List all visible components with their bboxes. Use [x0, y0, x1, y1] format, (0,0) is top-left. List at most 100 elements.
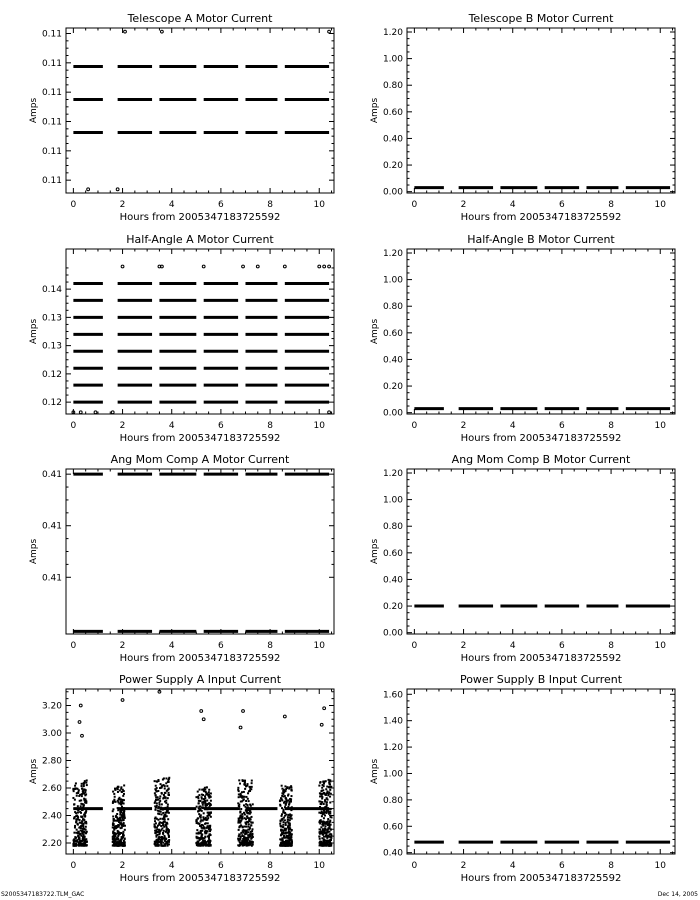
data-point	[200, 829, 203, 832]
data-point	[165, 782, 168, 785]
data-point	[208, 841, 211, 844]
y-tick-label: 1.20	[383, 469, 403, 479]
data-point	[320, 826, 323, 829]
plot-frame	[406, 688, 676, 855]
y-tick-label: 0.41	[42, 573, 62, 583]
data-point	[237, 821, 240, 824]
data-point	[287, 824, 290, 827]
data-point	[118, 802, 121, 805]
data-point	[238, 826, 241, 829]
data-point	[85, 810, 88, 813]
data-point	[324, 793, 327, 796]
data-point	[160, 844, 163, 847]
data-point	[158, 801, 161, 804]
data-point	[324, 828, 327, 831]
data-point	[83, 788, 86, 791]
data-point	[153, 801, 156, 804]
x-tick-label: 6	[559, 200, 565, 210]
data-point	[204, 841, 207, 844]
data-point	[247, 823, 250, 826]
data-point	[197, 807, 200, 810]
data-point	[195, 796, 198, 799]
data-point	[111, 826, 114, 829]
data-point	[85, 793, 88, 796]
data-point	[284, 844, 287, 847]
data-point	[167, 807, 170, 810]
data-point	[161, 838, 164, 841]
data-point	[113, 827, 116, 830]
data-point	[154, 798, 157, 801]
data-point	[237, 838, 240, 841]
data-point	[162, 797, 165, 800]
data-point	[248, 785, 251, 788]
x-axis-label: Hours from 2005347183725592	[120, 433, 281, 444]
data-point	[203, 795, 206, 798]
data-point	[208, 838, 211, 841]
data-point	[250, 821, 253, 824]
data-point	[209, 792, 212, 795]
data-point	[85, 844, 88, 847]
data-point	[83, 839, 86, 842]
data-point	[206, 811, 209, 814]
chart-title: Power Supply B Input Current	[460, 673, 623, 686]
data-point	[325, 832, 328, 835]
data-point	[78, 818, 81, 821]
y-tick-label: 1.40	[383, 717, 403, 727]
data-point	[241, 840, 244, 843]
data-point	[198, 794, 201, 797]
data-point	[248, 789, 251, 792]
data-point	[120, 814, 123, 817]
data-point	[209, 839, 212, 842]
chart-title: Telescope A Motor Current	[127, 12, 274, 25]
data-point	[113, 795, 116, 798]
data-point	[116, 844, 119, 847]
data-point	[153, 840, 156, 843]
y-axis-label: Amps	[29, 98, 39, 124]
data-point	[207, 791, 210, 794]
data-point	[240, 808, 243, 811]
data-point	[246, 807, 249, 810]
data-point	[165, 810, 168, 813]
y-tick-label: 1.00	[383, 55, 403, 65]
data-point	[322, 831, 325, 834]
data-point	[322, 824, 325, 827]
data-point	[248, 827, 251, 830]
data-point	[209, 824, 212, 827]
data-point	[162, 829, 165, 832]
data-point	[76, 815, 79, 818]
data-point	[329, 815, 332, 818]
data-point	[327, 827, 330, 830]
y-tick-label: 0.11	[42, 88, 62, 98]
data-point	[80, 733, 84, 738]
data-point	[112, 830, 115, 833]
data-point	[325, 834, 328, 837]
data-point	[249, 830, 252, 833]
data-point	[154, 822, 157, 825]
data-point	[72, 839, 75, 842]
data-point	[246, 804, 249, 807]
data-point	[243, 779, 246, 782]
data-point	[326, 808, 329, 811]
data-point	[288, 842, 291, 845]
chart-panel-2: Telescope B Motor Current Hours from 2005…	[370, 12, 676, 223]
data-point	[327, 818, 330, 821]
data-point	[321, 837, 324, 840]
data-point	[322, 782, 325, 785]
data-point	[167, 780, 170, 783]
data-point	[153, 823, 156, 826]
data-point	[282, 714, 287, 719]
data-point	[202, 793, 205, 796]
data-point	[201, 803, 204, 806]
data-layer	[73, 472, 330, 633]
data-point	[206, 825, 209, 828]
y-tick-label: 1.00	[383, 496, 403, 506]
data-point	[284, 822, 287, 825]
data-point	[289, 833, 292, 836]
data-point	[159, 783, 162, 786]
data-point	[196, 817, 199, 820]
data-point	[195, 819, 198, 822]
data-point	[85, 820, 88, 823]
data-point	[282, 844, 285, 847]
data-point	[202, 842, 205, 845]
data-point	[204, 817, 207, 820]
